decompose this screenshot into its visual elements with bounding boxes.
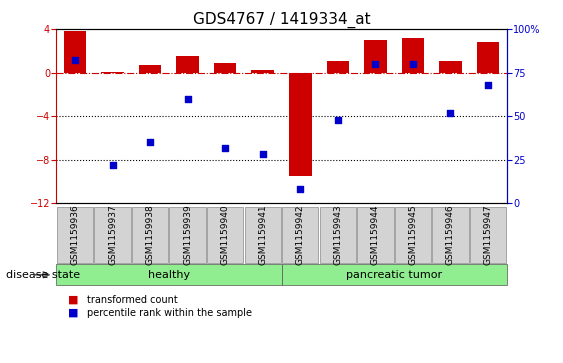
Point (258, 152, 267, 158)
Point (408, 61, 417, 67)
Bar (101, 72, 124, 73)
Text: GSM1159939: GSM1159939 (183, 205, 192, 265)
Text: GSM1159947: GSM1159947 (484, 205, 493, 265)
Bar (327, 61, 349, 73)
Point (333, 117, 342, 123)
Bar (176, 56, 199, 73)
Point (446, 110, 455, 115)
Bar (364, 40, 387, 73)
Bar (64, 31, 86, 73)
Text: transformed count: transformed count (87, 295, 178, 305)
Text: GSM1159942: GSM1159942 (296, 205, 305, 265)
Text: ■: ■ (68, 307, 78, 318)
Point (146, 139, 155, 145)
Bar (214, 63, 236, 73)
Point (70, 57, 79, 63)
Text: GSM1159943: GSM1159943 (333, 205, 342, 265)
Point (183, 96, 192, 102)
Bar (289, 73, 311, 176)
Text: disease state: disease state (6, 270, 80, 280)
Text: GSM1159936: GSM1159936 (70, 205, 79, 265)
Text: GSM1159940: GSM1159940 (221, 205, 230, 265)
Bar (401, 38, 424, 73)
Title: GDS4767 / 1419334_at: GDS4767 / 1419334_at (193, 12, 370, 28)
Point (371, 61, 380, 67)
Text: GSM1159941: GSM1159941 (258, 205, 267, 265)
Text: ■: ■ (68, 295, 78, 305)
Text: healthy: healthy (148, 270, 190, 280)
Point (221, 144, 230, 150)
Point (296, 187, 305, 192)
Bar (139, 65, 162, 73)
Text: GSM1159945: GSM1159945 (408, 205, 417, 265)
Point (484, 82, 493, 88)
Text: GSM1159944: GSM1159944 (371, 205, 380, 265)
Text: GSM1159938: GSM1159938 (146, 205, 155, 265)
Text: percentile rank within the sample: percentile rank within the sample (87, 307, 252, 318)
Text: pancreatic tumor: pancreatic tumor (346, 270, 442, 280)
Text: GSM1159946: GSM1159946 (446, 205, 455, 265)
Bar (252, 70, 274, 73)
Bar (439, 61, 462, 73)
Point (108, 162, 117, 168)
Text: GSM1159937: GSM1159937 (108, 205, 117, 265)
Bar (477, 42, 499, 73)
